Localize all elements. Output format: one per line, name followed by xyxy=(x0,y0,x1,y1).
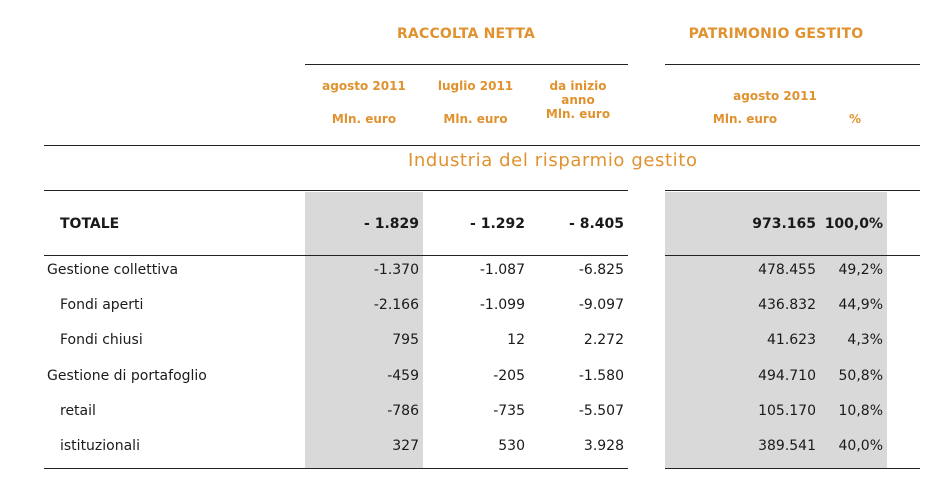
totale-label: TOTALE xyxy=(60,216,120,232)
rule-above-totale-left xyxy=(44,190,628,191)
rule-under-totale-right xyxy=(665,255,920,256)
rule-under-raccolta xyxy=(305,64,628,65)
row-label: Fondi chiusi xyxy=(60,332,143,348)
row-v3: -1.580 xyxy=(578,368,624,384)
col4-unit: Mln. euro xyxy=(712,112,778,126)
col3-unit: Mln. euro xyxy=(545,107,611,121)
rule-above-totale-right xyxy=(665,190,920,191)
row-v2: -205 xyxy=(493,368,525,384)
row-v3: -5.507 xyxy=(578,403,624,419)
totale-v3: - 8.405 xyxy=(569,216,624,232)
row-pct: 40,0% xyxy=(838,438,883,454)
row-v3: -9.097 xyxy=(578,297,624,313)
row-v2: -1.087 xyxy=(479,262,525,278)
row-pct: 10,8% xyxy=(838,403,883,419)
row-v2: -1.099 xyxy=(479,297,525,313)
row-v1: -2.166 xyxy=(373,297,419,313)
row-v2: 12 xyxy=(507,332,525,348)
row-pct: 4,3% xyxy=(847,332,883,348)
row-v4: 478.455 xyxy=(758,262,816,278)
rule-bottom-right xyxy=(665,468,920,469)
col3-period-line1: da inizio xyxy=(549,79,607,93)
row-pct: 50,8% xyxy=(838,368,883,384)
row-v1: 327 xyxy=(392,438,419,454)
row-v4: 105.170 xyxy=(758,403,816,419)
row-v4: 41.623 xyxy=(767,332,816,348)
col2-unit: Mln. euro xyxy=(443,112,508,126)
row-v1: 795 xyxy=(392,332,419,348)
shaded-column-patrimonio xyxy=(665,192,887,469)
row-v4: 389.541 xyxy=(758,438,816,454)
col5-percent: % xyxy=(848,112,862,126)
row-label: Gestione collettiva xyxy=(47,262,179,278)
col2-period: luglio 2011 xyxy=(437,79,514,93)
section-title: Industria del risparmio gestito xyxy=(408,150,698,171)
totale-pct: 100,0% xyxy=(824,216,883,232)
row-v3: 2.272 xyxy=(583,332,624,348)
rule-under-patrimonio xyxy=(665,64,920,65)
row-v2: -735 xyxy=(493,403,525,419)
row-v2: 530 xyxy=(498,438,525,454)
rule-under-headers xyxy=(44,145,920,146)
row-v1: -786 xyxy=(387,403,419,419)
totale-v1: - 1.829 xyxy=(364,216,419,232)
row-v1: -459 xyxy=(387,368,419,384)
row-label: Gestione di portafoglio xyxy=(47,368,207,384)
shaded-column-agosto-raccolta xyxy=(305,192,423,469)
col4-period: agosto 2011 xyxy=(733,89,817,103)
raccolta-netta-header: RACCOLTA NETTA xyxy=(396,26,536,42)
row-v3: 3.928 xyxy=(583,438,624,454)
rule-bottom-left xyxy=(44,468,628,469)
totale-v4: 973.165 xyxy=(752,216,816,232)
col1-period: agosto 2011 xyxy=(322,79,406,93)
col3-period-line2: anno xyxy=(561,93,595,107)
row-v4: 436.832 xyxy=(758,297,816,313)
col1-unit: Mln. euro xyxy=(331,112,397,126)
row-v3: -6.825 xyxy=(578,262,624,278)
totale-v2: - 1.292 xyxy=(470,216,525,232)
row-pct: 44,9% xyxy=(838,297,883,313)
patrimonio-gestito-header: PATRIMONIO GESTITO xyxy=(688,26,864,42)
row-v4: 494.710 xyxy=(758,368,816,384)
rule-under-totale-left xyxy=(44,255,628,256)
row-v1: -1.370 xyxy=(373,262,419,278)
row-label: Fondi aperti xyxy=(60,297,144,313)
row-pct: 49,2% xyxy=(838,262,883,278)
row-label: istituzionali xyxy=(60,438,140,454)
row-label: retail xyxy=(60,403,96,419)
